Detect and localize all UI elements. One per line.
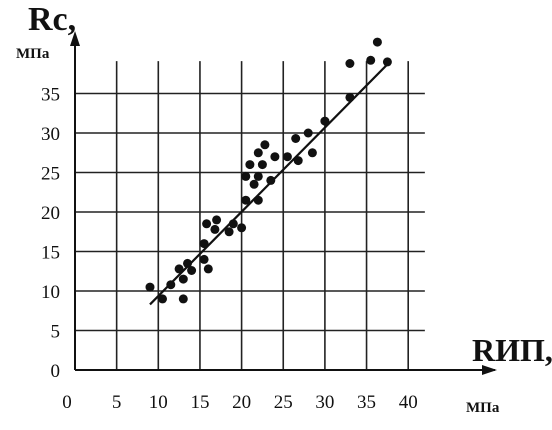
data-point	[291, 134, 301, 143]
data-point	[303, 128, 313, 138]
data-point	[366, 55, 376, 65]
data-point	[282, 152, 292, 162]
grid	[75, 61, 425, 370]
x-axis-arrow	[482, 365, 497, 375]
y-tick-label: 30	[41, 124, 60, 145]
data-point	[253, 148, 263, 158]
y-axis-label: Rс,	[28, 1, 76, 38]
y-tick-label: 25	[41, 164, 60, 185]
x-tick-label: 15	[190, 392, 209, 413]
x-axis-unit: МПа	[466, 400, 500, 416]
data-point	[224, 227, 234, 237]
data-point	[202, 219, 212, 229]
data-point	[260, 140, 270, 150]
y-tick-label: 35	[41, 85, 60, 106]
data-point	[249, 179, 259, 189]
y-tick-label: 20	[41, 203, 60, 224]
data-point	[253, 195, 263, 205]
data-point	[210, 224, 220, 234]
data-point	[266, 175, 276, 185]
data-points	[145, 37, 392, 304]
x-axis-label: RИП,	[472, 332, 552, 368]
y-tick-label: 0	[51, 361, 61, 382]
data-point	[187, 266, 197, 275]
data-point	[245, 160, 255, 170]
data-point	[293, 156, 303, 166]
x-tick-label: 25	[274, 392, 293, 413]
data-point	[320, 116, 330, 126]
data-point	[345, 59, 355, 68]
axes	[70, 31, 497, 375]
data-point	[174, 264, 184, 274]
data-point	[257, 160, 267, 170]
data-point	[212, 215, 222, 225]
y-axis-unit: МПа	[16, 46, 50, 62]
data-point	[241, 171, 251, 181]
data-point	[237, 223, 247, 233]
data-point	[228, 219, 238, 229]
data-point	[345, 92, 355, 102]
y-tick-label: 15	[41, 243, 60, 264]
data-point	[178, 294, 188, 304]
data-point	[199, 254, 209, 264]
y-tick-label: 10	[41, 282, 60, 303]
data-point	[183, 258, 192, 268]
x-tick-label: 20	[232, 392, 251, 413]
data-point	[158, 294, 167, 304]
data-point	[307, 148, 317, 158]
x-tick-label: 35	[357, 392, 376, 413]
data-point	[382, 57, 392, 67]
x-tick-label: 40	[399, 392, 418, 413]
x-tick-labels: 0 5 10 15 20 25 30 35 40	[62, 392, 417, 413]
x-tick-label: 5	[112, 392, 122, 413]
data-point	[270, 152, 280, 162]
data-point	[199, 239, 209, 249]
x-tick-label: 0	[62, 392, 72, 413]
y-tick-labels: 0 5 10 15 20 25 30 35	[41, 85, 60, 383]
data-point	[253, 171, 263, 181]
x-tick-label: 30	[315, 392, 334, 413]
data-point	[372, 37, 382, 47]
data-point	[178, 274, 188, 284]
x-tick-label: 10	[149, 392, 168, 413]
y-axis-arrow	[70, 31, 80, 46]
data-point	[145, 282, 155, 292]
data-point	[241, 195, 251, 205]
y-tick-label: 5	[51, 322, 61, 343]
data-point	[166, 280, 176, 290]
data-point	[203, 264, 213, 274]
